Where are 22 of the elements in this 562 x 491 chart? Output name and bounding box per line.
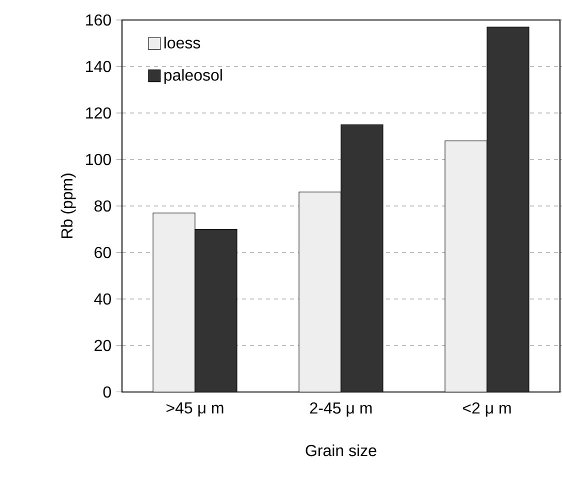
- y-axis-title: Rb (ppm): [60, 174, 76, 238]
- bar: [194, 228, 238, 392]
- x-tick-label: 2-45 μ m: [310, 402, 372, 417]
- legend-label: loess: [164, 36, 200, 48]
- y-tick-label: 120: [86, 107, 111, 119]
- bar: [486, 26, 530, 392]
- x-tick-label: >45 μ m: [166, 402, 224, 416]
- y-tick-label: 140: [86, 60, 111, 72]
- y-tick-label: 80: [94, 200, 111, 212]
- bar: [152, 212, 196, 392]
- legend-label: paleosol: [164, 69, 222, 84]
- y-tick-label: 100: [86, 154, 111, 166]
- y-tick-label: 160: [86, 14, 111, 26]
- x-tick-label: <2 μ m: [462, 402, 511, 417]
- y-tick-label: 40: [94, 293, 111, 305]
- y-tick-label: 20: [94, 340, 111, 352]
- bar: [298, 192, 342, 392]
- bar: [444, 140, 488, 392]
- y-tick-label: 0: [103, 386, 111, 398]
- x-axis-title: Grain size: [306, 444, 376, 456]
- bar: [340, 124, 384, 392]
- y-tick-label: 60: [94, 246, 111, 258]
